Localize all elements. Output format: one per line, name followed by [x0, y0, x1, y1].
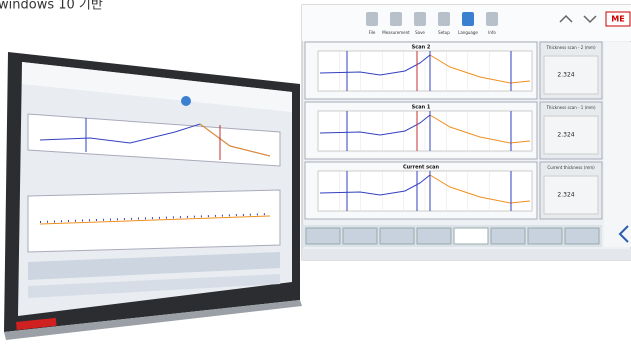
- tool-label[interactable]: Measurement: [382, 30, 410, 35]
- tab[interactable]: [416, 227, 452, 245]
- software-window: File Measurement Save Setup Language Info ME …: [301, 4, 631, 261]
- tool-icon: [462, 12, 474, 26]
- side-title: Thickness scan - 1 (mm): [545, 105, 595, 110]
- side-title: Thickness scan - 2 (mm): [545, 45, 595, 50]
- thickness-value: 2.324: [557, 192, 574, 199]
- profile-blue: [319, 114, 431, 136]
- tool-icon: [486, 12, 498, 26]
- profile-blue: [319, 174, 431, 196]
- panel-pc: [4, 52, 302, 340]
- tab[interactable]: [453, 227, 489, 245]
- tab[interactable]: [527, 227, 563, 245]
- value-box: [543, 175, 599, 215]
- svg-text:ME: ME: [611, 15, 624, 24]
- tab[interactable]: [564, 227, 600, 245]
- profile-orange: [429, 174, 531, 204]
- tab[interactable]: [379, 227, 415, 245]
- profile-orange: [429, 54, 531, 84]
- tool-label[interactable]: Setup: [438, 30, 450, 35]
- tab[interactable]: [342, 227, 378, 245]
- tab[interactable]: [305, 227, 341, 245]
- profile-blue: [319, 54, 431, 76]
- tool-icon: [438, 12, 450, 26]
- chart-title: Current scan: [403, 165, 440, 171]
- tab[interactable]: [490, 227, 526, 245]
- tool-label[interactable]: Language: [458, 30, 478, 35]
- side-title: Current thickness (mm): [547, 165, 595, 170]
- caption: windows 10 기반: [0, 0, 103, 13]
- tool-label[interactable]: File: [369, 30, 376, 35]
- value-box: [543, 115, 599, 155]
- profile-orange: [429, 114, 531, 144]
- tool-label[interactable]: Save: [415, 30, 425, 35]
- chart-title: Scan 2: [412, 45, 431, 51]
- thickness-value: 2.324: [557, 132, 574, 139]
- tool-label[interactable]: Info: [488, 30, 496, 35]
- value-box: [543, 55, 599, 95]
- chart-title: Scan 1: [412, 105, 431, 111]
- tool-icon: [390, 12, 402, 26]
- tool-icon: [414, 12, 426, 26]
- thickness-value: 2.324: [557, 72, 574, 79]
- tool-icon: [366, 12, 378, 26]
